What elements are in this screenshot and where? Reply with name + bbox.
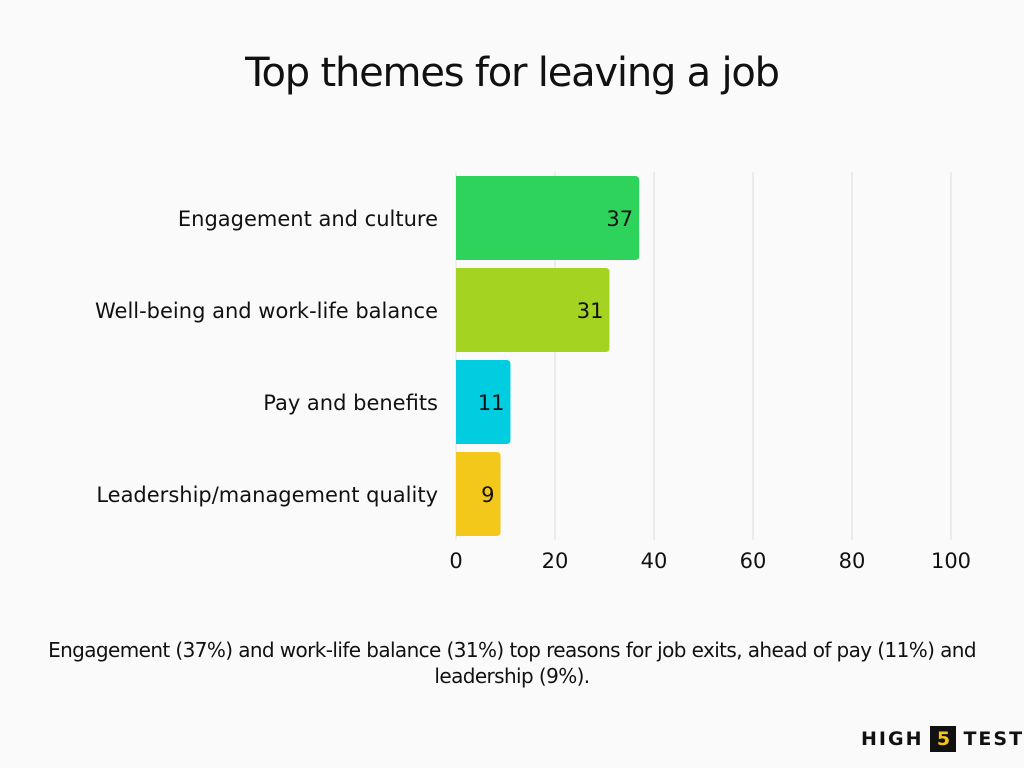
- chart-title: Top themes for leaving a job: [245, 50, 780, 96]
- brand-logo: HIGH 5 TEST: [861, 724, 1024, 754]
- brand-number-badge: 5: [930, 726, 957, 752]
- brand-word-left: HIGH: [861, 728, 924, 750]
- bar-value-label: 9: [481, 483, 494, 507]
- category-label: Well-being and work-life balance: [95, 299, 438, 323]
- category-label: Pay and benefits: [263, 391, 438, 415]
- category-label: Engagement and culture: [178, 207, 438, 231]
- bar: [456, 452, 501, 536]
- x-tick-label: 20: [542, 549, 569, 573]
- brand-word-right: TEST: [963, 728, 1024, 750]
- bar-value-label: 31: [577, 299, 604, 323]
- bar: [456, 268, 610, 352]
- x-tick-label: 60: [740, 549, 767, 573]
- category-label: Leadership/management quality: [96, 483, 438, 507]
- bar-value-label: 11: [478, 391, 505, 415]
- bar: [456, 176, 640, 260]
- category-labels: Engagement and culture Well-being and wor…: [95, 207, 438, 507]
- x-axis-ticks: 0 20 40 60 80 100: [449, 549, 971, 573]
- bar: [456, 360, 511, 444]
- x-tick-label: 40: [641, 549, 668, 573]
- chart-caption: Engagement (37%) and work-life balance (…: [48, 638, 976, 688]
- bars: 37 31 11 9: [456, 176, 640, 536]
- x-tick-label: 80: [839, 549, 866, 573]
- x-tick-label: 100: [931, 549, 971, 573]
- x-tick-label: 0: [449, 549, 462, 573]
- bar-value-label: 37: [606, 207, 633, 231]
